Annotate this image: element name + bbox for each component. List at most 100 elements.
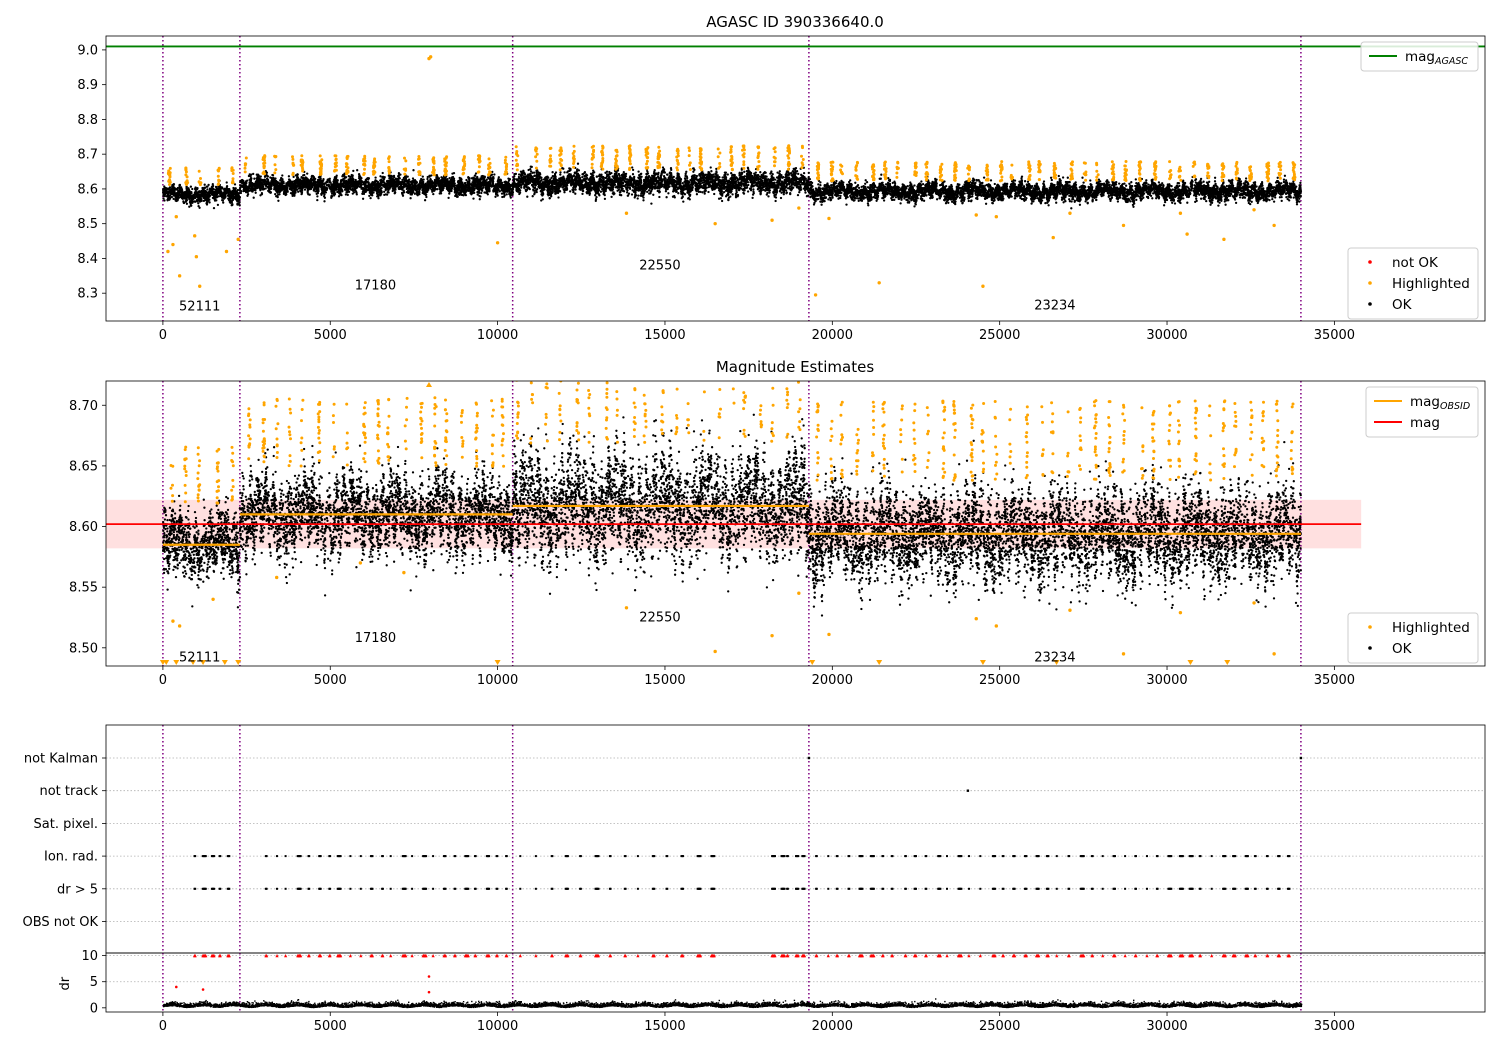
top-ok-point: [306, 184, 309, 187]
top-ok-point: [254, 183, 257, 187]
top-ok-point: [418, 189, 421, 192]
top-highlighted-point: [417, 157, 420, 161]
top-ok-point: [475, 183, 478, 186]
top-ok-point: [352, 169, 355, 173]
top-highlighted-point: [444, 156, 448, 160]
top-ok-point: [162, 197, 165, 200]
top-ok-point: [412, 169, 415, 172]
top-ok-point: [189, 185, 193, 188]
top-highlighted-point: [371, 170, 375, 174]
top-ok-point: [193, 200, 197, 203]
top-ok-point: [204, 193, 207, 197]
top-ok-point: [677, 192, 680, 195]
top-ok-point: [267, 181, 271, 185]
top-ok-point: [406, 186, 409, 189]
top-ok-point: [427, 180, 430, 184]
top-ok-point: [306, 190, 309, 193]
top-ok-point: [337, 190, 341, 193]
top-ok-point: [435, 174, 439, 177]
top-ok-point: [323, 200, 326, 203]
top-ok-point: [383, 190, 386, 193]
top-ok-point: [277, 189, 280, 192]
top-ok-point: [417, 191, 421, 194]
top-highlighted-point: [463, 162, 467, 166]
top-ok-point: [425, 190, 428, 193]
top-ok-point: [494, 195, 497, 198]
top-highlighted-point: [387, 157, 391, 160]
top-ok-point: [234, 191, 237, 194]
top-ok-point: [488, 183, 491, 187]
top-ok-point: [430, 182, 433, 186]
top-ok-point: [462, 194, 465, 197]
top-ok-point: [471, 187, 474, 190]
top-ok-point: [337, 195, 341, 198]
top-ok-point: [297, 190, 300, 193]
top-highlighted-point: [504, 155, 508, 159]
top-ok-point: [205, 201, 209, 205]
top-ok-point: [356, 169, 359, 172]
top-panel: AGASC ID 390336640.0 5211117180225502323…: [77, 13, 1486, 343]
top-ok-point: [286, 184, 289, 187]
top-highlighted-point: [403, 156, 406, 160]
top-ok-point: [257, 183, 261, 186]
top-ok-point: [182, 194, 185, 198]
top-ok-point: [278, 183, 282, 187]
top-ok-point: [217, 190, 221, 193]
top-highlighted-point: [503, 158, 507, 162]
top-ok-point: [210, 189, 214, 192]
top-ok-point: [272, 179, 276, 183]
top-ok-point: [402, 183, 405, 186]
top-ok-point: [365, 184, 368, 187]
top-ok-point: [300, 191, 303, 194]
top-ok-point: [306, 180, 309, 183]
top-ok-point: [381, 171, 384, 175]
top-ok-point: [195, 188, 198, 191]
top-ok-point: [441, 188, 444, 192]
top-highlighted-point: [372, 161, 376, 164]
top-ok-point: [219, 194, 222, 197]
top-ok-point: [393, 192, 396, 195]
top-highlighted-point: [216, 174, 220, 178]
top-ok-point: [370, 190, 374, 193]
top-highlighted-point: [319, 169, 323, 173]
top-ok-point: [197, 194, 200, 197]
top-ok-point: [452, 177, 456, 180]
top-ok-point: [373, 183, 376, 186]
top-ok-point: [434, 181, 437, 185]
top-ok-point: [308, 193, 311, 196]
top-ok-point: [266, 175, 270, 178]
top-ok-point: [433, 178, 437, 182]
top-ok-point: [432, 186, 436, 189]
top-ok-point: [480, 191, 483, 195]
top-ok-point: [467, 176, 470, 180]
top-ok-point: [406, 181, 409, 184]
top-ok-point: [448, 192, 451, 195]
top-ok-point: [288, 179, 292, 183]
top-ok-point: [259, 188, 262, 191]
top-highlighted-point: [373, 157, 377, 161]
top-ok-point: [264, 184, 268, 187]
top-ok-point: [448, 176, 451, 180]
top-ok-point: [381, 180, 385, 183]
top-ok-point: [272, 183, 275, 186]
top-highlighted-point: [504, 170, 508, 174]
top-ok-point: [225, 185, 229, 189]
top-ok-point: [181, 197, 184, 200]
top-ok-point: [410, 192, 414, 195]
top-ok-point: [459, 179, 463, 182]
top-ok-point: [200, 192, 204, 195]
top-ok-point: [167, 191, 170, 194]
top-ok-point: [351, 183, 354, 186]
top-ok-point: [330, 183, 333, 186]
top-highlighted-point: [185, 175, 189, 179]
top-ok-point: [364, 187, 367, 190]
top-ok-point: [308, 179, 311, 182]
top-ok-point: [284, 193, 287, 197]
top-ok-point: [311, 182, 314, 185]
top-ok-point: [422, 178, 425, 181]
top-ok-point: [358, 181, 361, 184]
top-ok-point: [170, 192, 174, 195]
top-ok-point: [239, 191, 243, 195]
top-highlighted-point: [362, 159, 366, 163]
top-ok-point: [316, 195, 319, 198]
